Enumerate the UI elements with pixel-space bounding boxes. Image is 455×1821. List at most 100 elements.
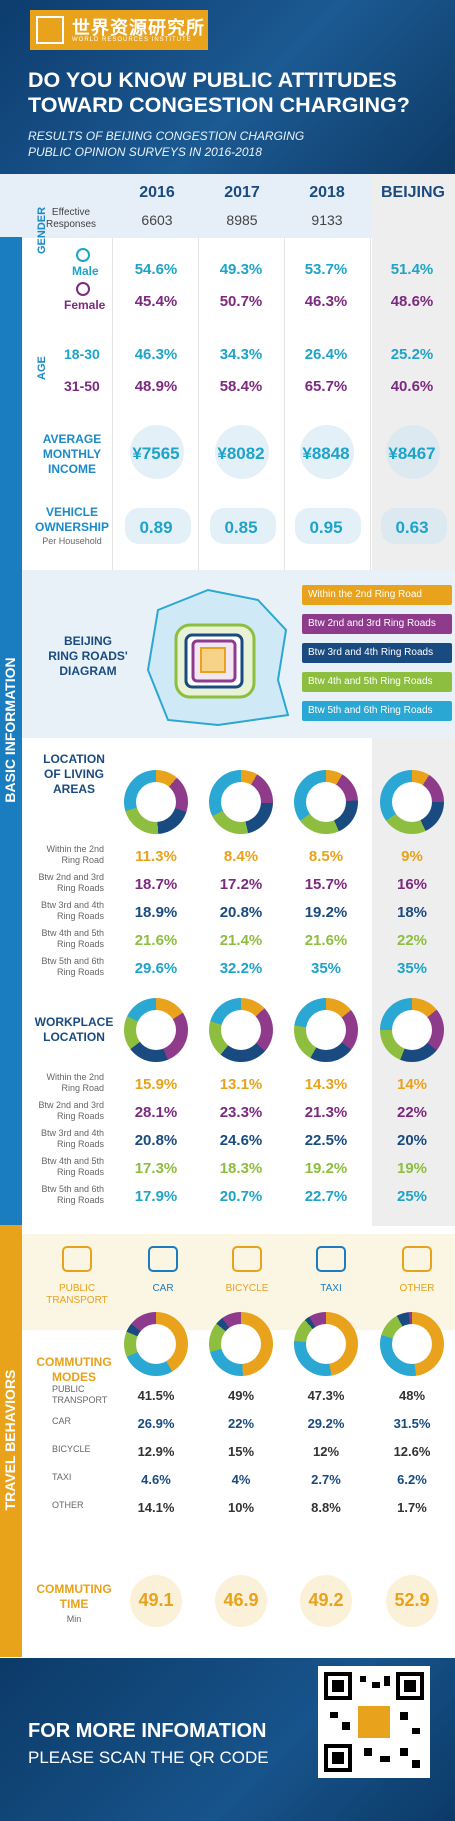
divider bbox=[370, 238, 371, 598]
living-row-label: Btw 4th and 5th Ring Roads bbox=[41, 928, 104, 949]
workplace-row-label: Btw 4th and 5th Ring Roads bbox=[41, 1156, 104, 1177]
transport-mode-label: BICYCLE bbox=[225, 1283, 269, 1294]
money-bag-icon bbox=[130, 425, 184, 479]
vehicle-2017: 0.85 bbox=[224, 518, 258, 537]
workplace-value: 17.3% bbox=[134, 1160, 178, 1177]
workplace-donut bbox=[124, 998, 188, 1062]
living-value: 21.6% bbox=[134, 932, 178, 949]
workplace-value: 13.1% bbox=[219, 1076, 263, 1093]
living-donut bbox=[380, 770, 444, 834]
taxi-icon bbox=[316, 1246, 346, 1272]
workplace-row-label: Btw 5th and 6th Ring Roads bbox=[41, 1184, 104, 1205]
income-beijing: ¥8467 bbox=[388, 444, 436, 463]
female-2018: 46.3% bbox=[304, 293, 348, 310]
living-value: 11.3% bbox=[135, 848, 177, 865]
money-bag-icon bbox=[300, 425, 354, 479]
workplace-value: 22.5% bbox=[304, 1132, 348, 1149]
commuting-value: 29.2% bbox=[307, 1416, 345, 1431]
logo-english-text: WORLD RESOURCES INSTITUTE bbox=[72, 37, 192, 43]
commute-time-label: COMMUTING TIME bbox=[36, 1582, 112, 1611]
house-icon bbox=[392, 782, 432, 822]
male-2016: 54.6% bbox=[134, 261, 178, 278]
age1-beijing: 25.2% bbox=[390, 346, 434, 363]
wri-logo[interactable]: 世界资源研究所 WORLD RESOURCES INSTITUTE bbox=[30, 10, 208, 50]
commuting-row-label: BICYCLE bbox=[52, 1444, 91, 1454]
location-pin-icon bbox=[392, 1324, 432, 1364]
footer-line-2: PLEASE SCAN THE QR CODE bbox=[28, 1748, 269, 1767]
watch-icon bbox=[130, 1575, 182, 1627]
male-beijing: 51.4% bbox=[390, 261, 434, 278]
vehicle-sublabel: Per Household bbox=[42, 536, 102, 546]
living-value: 35% bbox=[396, 960, 428, 977]
commuting-value: 8.8% bbox=[311, 1500, 341, 1515]
commuting-value: 1.7% bbox=[397, 1500, 427, 1515]
commuting-value: 22% bbox=[227, 1416, 255, 1431]
workplace-donut bbox=[294, 998, 358, 1062]
transport-mode-label: CAR bbox=[152, 1283, 174, 1294]
workplace-donut bbox=[209, 998, 273, 1062]
vehicle-beijing: 0.63 bbox=[395, 518, 429, 537]
living-row-label: Btw 3rd and 4th Ring Roads bbox=[40, 900, 104, 921]
male-icon bbox=[76, 248, 90, 262]
footer-line-1: FOR MORE INFOMATION bbox=[28, 1720, 267, 1742]
workplace-value: 23.3% bbox=[219, 1104, 263, 1121]
living-value: 17.2% bbox=[219, 876, 263, 893]
living-label: LOCATION OF LIVING AREAS bbox=[43, 752, 105, 796]
divider bbox=[198, 238, 199, 598]
bicycle-icon bbox=[232, 1246, 262, 1272]
age-18-30-label: 18-30 bbox=[64, 346, 100, 362]
qr-code[interactable] bbox=[318, 1666, 430, 1778]
ring-diagram-label: BEIJING RING ROADS' DIAGRAM bbox=[48, 634, 128, 678]
effective-2017: 8985 bbox=[226, 212, 258, 228]
living-donut bbox=[124, 770, 188, 834]
legend-ring-4-5: Btw 4th and 5th Ring Roads bbox=[302, 672, 452, 692]
page-title: DO YOU KNOW PUBLIC ATTITUDES TOWARD CONG… bbox=[28, 68, 410, 117]
workplace-value: 15.9% bbox=[134, 1076, 178, 1093]
commuting-value: 26.9% bbox=[137, 1416, 175, 1431]
col-beijing: BEIJING bbox=[380, 184, 445, 201]
workplace-value: 14.3% bbox=[304, 1076, 348, 1093]
age1-2017: 34.3% bbox=[219, 346, 263, 363]
travel-sidebar bbox=[0, 1225, 22, 1657]
basic-info-sidebar bbox=[0, 237, 22, 1225]
col-2017: 2017 bbox=[224, 184, 260, 201]
living-row-label: Within the 2nd Ring Road bbox=[46, 844, 104, 865]
living-value: 21.6% bbox=[304, 932, 348, 949]
workplace-value: 14% bbox=[396, 1076, 428, 1093]
living-donut bbox=[294, 770, 358, 834]
workplace-value: 21.3% bbox=[304, 1104, 348, 1121]
watch-icon bbox=[215, 1575, 267, 1627]
commuting-donut bbox=[294, 1312, 358, 1376]
workplace-value: 19% bbox=[396, 1160, 428, 1177]
commute-time-value: 49.2 bbox=[308, 1590, 344, 1610]
commuting-row-label: OTHER bbox=[52, 1500, 84, 1510]
workplace-value: 20.7% bbox=[219, 1188, 263, 1205]
age-31-50-label: 31-50 bbox=[64, 378, 100, 394]
briefcase-icon bbox=[136, 1010, 176, 1050]
page-subtitle: RESULTS OF BEIJING CONGESTION CHARGING P… bbox=[28, 128, 438, 160]
house-icon bbox=[306, 782, 346, 822]
car-icon bbox=[125, 508, 191, 544]
workplace-value: 18.3% bbox=[219, 1160, 263, 1177]
workplace-value: 24.6% bbox=[219, 1132, 263, 1149]
living-value: 22% bbox=[396, 932, 428, 949]
female-2017: 50.7% bbox=[219, 293, 263, 310]
workplace-row-label: Btw 2nd and 3rd Ring Roads bbox=[38, 1100, 104, 1121]
commuting-value: 10% bbox=[227, 1500, 255, 1515]
income-2018: ¥8848 bbox=[302, 444, 350, 463]
workplace-value: 25% bbox=[396, 1188, 428, 1205]
logo-mark-icon bbox=[36, 16, 64, 44]
age-label: AGE bbox=[36, 356, 48, 380]
car-icon bbox=[210, 508, 276, 544]
col-2016: 2016 bbox=[139, 184, 175, 201]
house-icon bbox=[221, 782, 261, 822]
effective-2016: 6603 bbox=[141, 212, 173, 228]
commute-time-unit: Min bbox=[66, 1614, 82, 1624]
age1-2018: 26.4% bbox=[304, 346, 348, 363]
living-value: 18% bbox=[396, 904, 428, 921]
workplace-value: 20.8% bbox=[134, 1132, 178, 1149]
living-value: 29.6% bbox=[134, 960, 178, 977]
money-bag-icon bbox=[386, 425, 440, 479]
age2-2016: 48.9% bbox=[134, 378, 178, 395]
commuting-value: 31.5% bbox=[393, 1416, 431, 1431]
